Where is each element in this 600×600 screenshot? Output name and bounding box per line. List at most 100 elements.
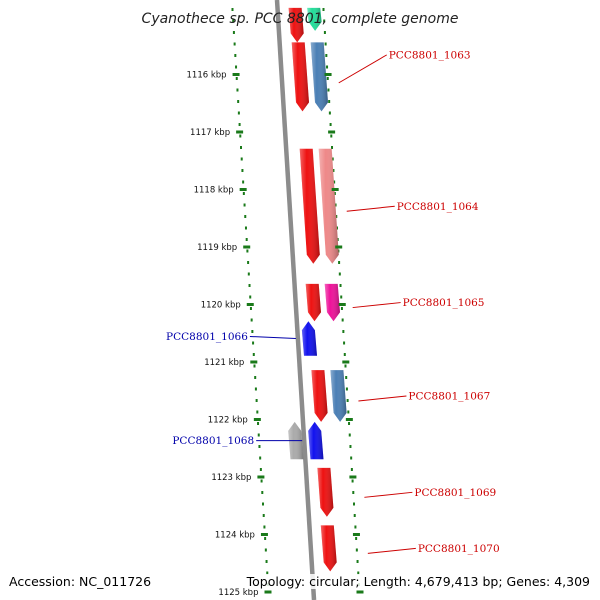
major-tick-inner: [257, 475, 265, 479]
major-tick-inner: [260, 533, 268, 536]
outer-tick-dot: [331, 146, 334, 149]
major-tick-inner: [239, 188, 247, 191]
gene-pcc8801-1065-shading: [305, 283, 321, 322]
major-tick-outer: [345, 418, 353, 421]
major-tick-outer: [356, 590, 364, 594]
inner-tick-dot: [264, 537, 267, 540]
outer-tick-dot: [332, 169, 335, 172]
inner-tick-dot: [263, 525, 266, 529]
inner-tick-dot: [253, 364, 256, 368]
outer-tick-dot: [323, 19, 326, 23]
outer-tick-dot: [352, 491, 355, 494]
gene-pcc8801-1069-shading: [317, 467, 334, 517]
outer-tick-dot: [350, 456, 353, 460]
gene-feature-7-shading: [324, 283, 340, 322]
major-tick-outer: [324, 73, 332, 76]
gene-feature-3-shading: [310, 42, 328, 112]
inner-tick-dot: [252, 353, 255, 356]
tick-label-1124-kbp: 1124 kbp: [215, 531, 255, 541]
outer-tick-dot: [331, 157, 334, 161]
outer-tick-dot: [356, 560, 359, 563]
leader-line-pcc8801-1066: [249, 336, 296, 339]
inner-tick-dot: [235, 77, 238, 80]
inner-tick-dot: [244, 226, 247, 230]
outer-tick-dot: [349, 445, 352, 448]
inner-tick-dot: [259, 468, 262, 471]
outer-tick-dot: [340, 295, 343, 299]
inner-tick-dot: [254, 387, 257, 391]
tick-label-1121-kbp: 1121 kbp: [204, 358, 244, 368]
leader-line-pcc8801-1065: [352, 302, 401, 309]
outer-tick-dot: [348, 433, 351, 437]
outer-tick-dot: [350, 468, 353, 471]
inner-tick-dot: [247, 272, 250, 276]
inner-tick-dot: [255, 399, 258, 402]
outer-tick-dot: [325, 54, 328, 57]
major-tick-inner: [243, 245, 251, 249]
major-tick-inner: [236, 130, 244, 134]
outer-tick-dot: [330, 134, 333, 138]
gene-feature-0-shading: [288, 7, 304, 43]
inner-tick-dot: [248, 284, 251, 287]
inner-tick-dot: [265, 560, 268, 563]
outer-tick-dot: [342, 330, 345, 333]
outer-tick-dot: [327, 88, 330, 92]
gene-labels-layer: PCC8801_1063 PCC8801_1064 PCC8801_1065 PCC8…: [166, 49, 500, 555]
inner-tick-dot: [247, 261, 250, 264]
inner-tick-dot: [233, 42, 236, 46]
inner-tick-dot: [243, 203, 246, 207]
inner-tick-dot: [254, 376, 257, 379]
outer-tick-dot: [326, 77, 329, 80]
outer-tick-dot: [324, 42, 327, 46]
outer-tick-dot: [338, 261, 341, 264]
outer-tick-dot: [328, 111, 331, 115]
inner-tick-dot: [231, 8, 234, 11]
inner-tick-dot: [249, 307, 252, 310]
inner-tick-dot: [260, 479, 263, 483]
inner-tick-dot: [234, 54, 237, 57]
outer-tick-dot: [355, 548, 358, 552]
inner-tick-dot: [257, 422, 260, 425]
inner-tick-dot: [252, 341, 255, 345]
map-title: Cyanothece sp. PCC 8801, complete genome: [142, 11, 459, 27]
accession-text: Accession: NC_011726: [9, 574, 152, 589]
inner-tick-dot: [240, 146, 243, 149]
major-tick-outer: [342, 360, 350, 364]
inner-tick-dot: [245, 238, 248, 241]
outer-tick-dot: [333, 180, 336, 184]
major-tick-outer: [335, 245, 343, 249]
inner-tick-dot: [261, 491, 264, 494]
outer-tick-dot: [323, 31, 326, 34]
outer-tick-dot: [344, 364, 347, 368]
major-tick-outer: [349, 475, 357, 479]
outer-tick-dot: [357, 571, 360, 575]
major-tick-inner: [232, 73, 240, 76]
inner-tick-dot: [241, 169, 244, 172]
outer-tick-dot: [333, 192, 336, 195]
outer-tick-dot: [353, 514, 356, 517]
outer-tick-dot: [354, 525, 357, 529]
gene-pcc8801-1068-shading: [308, 421, 324, 460]
leader-line-pcc8801-1064: [346, 205, 395, 212]
major-tick-outer: [328, 130, 336, 134]
outer-tick-dot: [334, 203, 337, 207]
inner-tick-dot: [242, 180, 245, 184]
tick-label-1120-kbp: 1120 kbp: [201, 301, 241, 311]
outer-tick-dot: [339, 284, 342, 287]
gene-label-pcc8801-1063: PCC8801_1063: [389, 49, 471, 61]
inner-tick-dot: [242, 192, 245, 195]
outer-tick-dot: [355, 537, 358, 540]
inner-tick-dot: [246, 249, 249, 253]
inner-tick-dot: [232, 31, 235, 34]
outer-tick-dot: [346, 399, 349, 402]
tick-label-1116-kbp: 1116 kbp: [187, 71, 227, 81]
outer-tick-dot: [347, 410, 350, 414]
gene-pcc8801-1066-shading: [301, 321, 317, 356]
major-tick-outer: [338, 303, 346, 306]
inner-tick-dot: [259, 456, 262, 460]
gene-label-pcc8801-1070: PCC8801_1070: [418, 543, 500, 555]
inner-tick-dot: [258, 445, 261, 448]
inner-tick-dot: [266, 571, 269, 575]
